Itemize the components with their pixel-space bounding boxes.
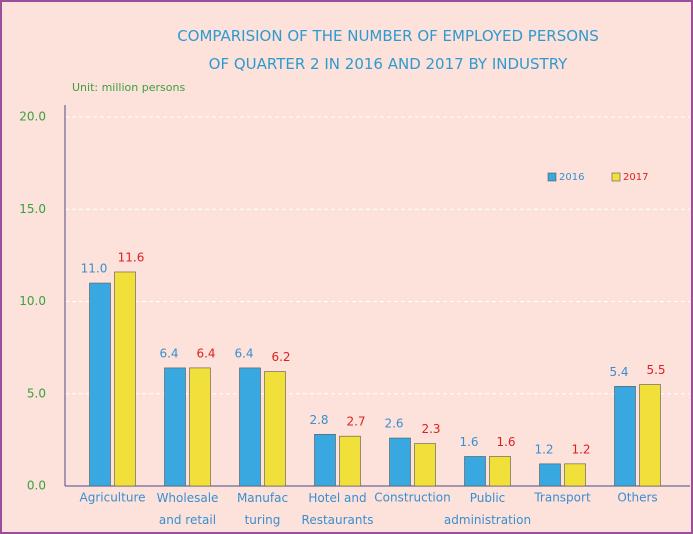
value-label: 2.6 (384, 417, 403, 431)
bar (389, 437, 411, 487)
legend-swatch (547, 172, 557, 182)
x-tick-label: Wholesale and retail (157, 491, 219, 527)
value-label: 5.5 (646, 363, 665, 377)
legend-label: 2016 (559, 172, 584, 183)
x-tick-label: Manufac turing (237, 491, 288, 527)
value-label: 1.6 (459, 435, 478, 449)
value-label: 6.2 (271, 350, 290, 364)
bar (489, 456, 511, 487)
value-label: 6.4 (234, 346, 253, 360)
bar (464, 456, 486, 487)
bar (614, 386, 636, 487)
x-tick-label: Hotel and Restaurants (302, 491, 374, 527)
value-label: 11.0 (81, 262, 108, 276)
bar (164, 367, 186, 487)
value-label: 2.3 (421, 422, 440, 436)
value-label: 1.6 (496, 435, 515, 449)
bar (314, 434, 336, 487)
value-label: 2.8 (309, 413, 328, 427)
bar (114, 271, 136, 487)
value-label: 2.7 (346, 415, 365, 429)
x-tick-label: Others (617, 491, 657, 505)
y-tick-label: 0.0 (27, 479, 46, 493)
legend-label: 2017 (623, 172, 648, 183)
x-tick-label: Transport (533, 491, 591, 505)
value-label: 6.4 (196, 346, 215, 360)
bar (189, 367, 211, 487)
bar (414, 443, 436, 487)
y-tick-label: 5.0 (27, 386, 46, 400)
bar (264, 371, 286, 487)
bar (239, 367, 261, 487)
bar (564, 463, 586, 487)
y-axis-label: Unit: million persons (72, 81, 185, 94)
y-tick-label: 20.0 (19, 110, 46, 124)
value-label: 1.2 (571, 442, 590, 456)
x-tick-label: Construction (374, 491, 450, 505)
bar (339, 435, 361, 487)
value-label: 11.6 (118, 250, 145, 264)
value-label: 6.4 (159, 346, 178, 360)
y-tick-label: 10.0 (19, 294, 46, 308)
x-tick-label: Agriculture (80, 491, 146, 505)
y-tick-label: 15.0 (19, 202, 46, 216)
legend-swatch (611, 172, 621, 182)
chart-title: COMPARISION OF THE NUMBER OF EMPLOYED PE… (177, 27, 599, 73)
value-label: 5.4 (609, 365, 628, 379)
value-label: 1.2 (534, 442, 553, 456)
bar (539, 463, 561, 487)
x-tick-label: Public administration (444, 491, 531, 527)
bar (639, 384, 661, 487)
bar (89, 282, 111, 487)
